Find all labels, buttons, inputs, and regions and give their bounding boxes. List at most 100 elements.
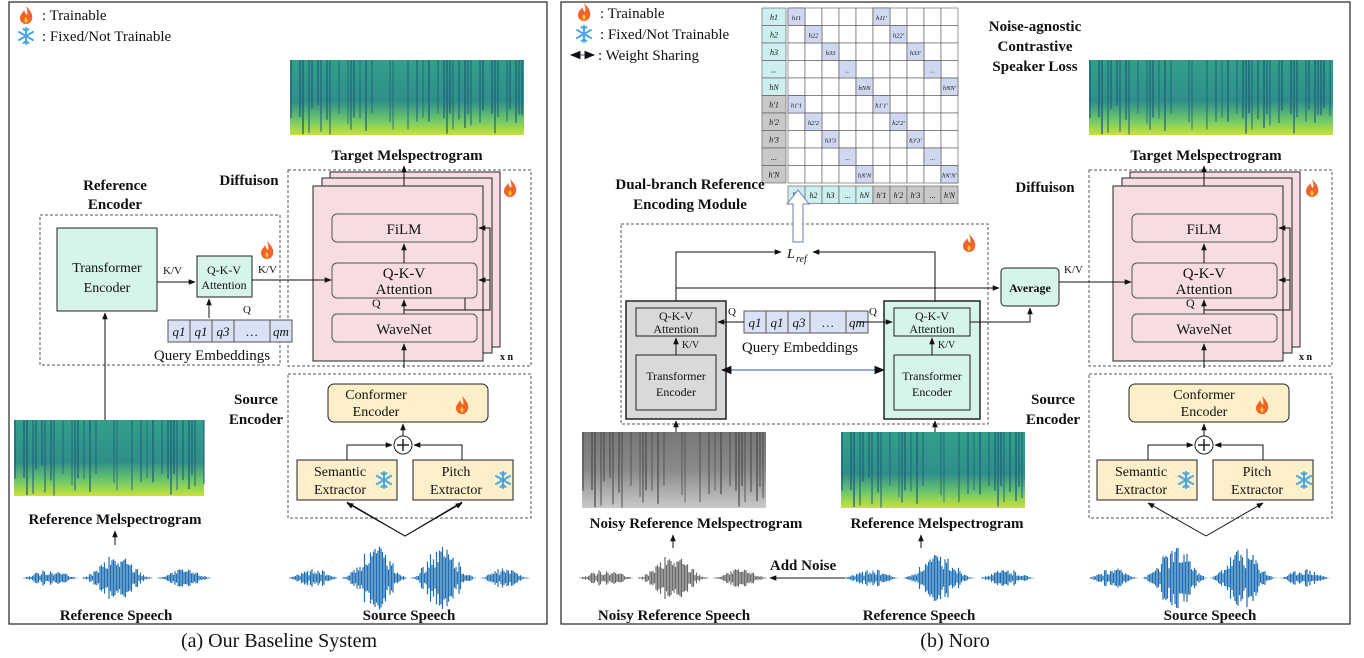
spectrogram-stripe xyxy=(1248,60,1250,114)
spectrogram-stripe xyxy=(859,432,861,506)
waveform-icon xyxy=(578,557,768,599)
reference-encoder-label-2: Encoder xyxy=(88,197,143,213)
dual-branch-label-1: Dual-branch Reference xyxy=(615,177,765,193)
qkv-gray-label-2: Attention xyxy=(653,322,698,336)
matrix-cell xyxy=(923,7,942,26)
spectrogram-stripe xyxy=(898,432,900,498)
matrix-cell xyxy=(855,7,874,26)
matrix-col-label: ... xyxy=(930,191,936,200)
matrix-highlight-cell xyxy=(872,7,891,26)
matrix-cell xyxy=(838,7,857,26)
qkv-attention-small-box xyxy=(196,255,253,298)
qkv-small-label-2: Attention xyxy=(201,278,246,292)
spectrogram-stripe xyxy=(443,60,445,119)
spectrogram-stripe xyxy=(1009,432,1011,493)
spectrogram-stripe xyxy=(904,432,906,491)
spectrogram-stripe xyxy=(437,60,439,114)
spectrogram-stripe xyxy=(841,432,843,491)
spectrogram-stripe xyxy=(365,60,367,131)
spectrogram-stripe xyxy=(83,420,85,480)
spectrogram-stripe xyxy=(684,432,686,503)
matrix-highlight-cell xyxy=(804,112,823,131)
matrix-col-label: h2 xyxy=(810,191,818,200)
spectrogram-stripe xyxy=(1107,60,1109,133)
spectrogram-stripe xyxy=(302,60,304,135)
matrix-cell xyxy=(838,95,857,114)
matrix-cell xyxy=(787,42,806,61)
matrix-cell xyxy=(787,165,806,184)
kv-label: K/V xyxy=(163,265,182,277)
spectrogram-stripe xyxy=(1320,60,1322,116)
spectrogram-stripe xyxy=(714,432,716,491)
spectrogram-stripe xyxy=(170,420,172,495)
reference-mel-label: Reference Melspectrogram xyxy=(28,512,202,528)
matrix-cell xyxy=(872,60,891,79)
spectrogram-stripe xyxy=(1293,60,1295,134)
fire-icon xyxy=(261,241,274,259)
source-encoder-label-1: Source xyxy=(1031,392,1075,408)
query-embeddings-label: Query Embeddings xyxy=(154,348,270,364)
spectrogram-stripe xyxy=(458,60,460,120)
spectrogram-stripe xyxy=(521,60,523,116)
spectrogram-stripe xyxy=(609,432,611,478)
matrix-cell xyxy=(940,7,959,26)
spectrogram-stripe xyxy=(1281,60,1283,111)
spectrogram-stripe xyxy=(1116,60,1118,106)
waveform-icon xyxy=(22,557,212,599)
conformer-label-2: Encoder xyxy=(1181,405,1228,420)
matrix-row-label: ... xyxy=(771,153,777,162)
spectrogram-stripe xyxy=(203,420,205,484)
matrix-cell xyxy=(906,165,925,184)
spectrogram-stripe xyxy=(467,60,469,115)
spectrogram-stripe xyxy=(182,420,184,481)
spectrogram-stripe xyxy=(1221,60,1223,118)
spectrogram-stripe xyxy=(407,60,409,130)
semantic-label-1: Semantic xyxy=(1115,465,1167,480)
spectrogram-stripe xyxy=(868,432,870,478)
spectrogram-stripe xyxy=(62,420,64,474)
matrix-cell xyxy=(821,77,840,96)
matrix-highlight-cell xyxy=(923,60,942,79)
source-encoder-label-1: Source xyxy=(234,392,278,408)
matrix-highlight-cell xyxy=(923,147,942,166)
reference-encoder-box xyxy=(39,214,281,366)
spectrogram-stripe xyxy=(89,420,91,492)
xn-label: x n xyxy=(500,352,514,363)
spectrogram-stripe xyxy=(50,420,52,481)
pitch-label-2: Extractor xyxy=(1231,483,1283,498)
spectrogram-stripe xyxy=(889,432,891,486)
spectrogram-stripe xyxy=(639,432,641,498)
matrix-cell xyxy=(804,165,823,184)
waveform-icon xyxy=(1088,547,1331,609)
semantic-label-1: Semantic xyxy=(314,465,366,480)
matrix-cell xyxy=(821,7,840,26)
spectrogram-stripe xyxy=(651,432,653,492)
matrix-cell-label: ... xyxy=(930,155,935,162)
spectrogram-stripe xyxy=(191,420,193,475)
query-token: q1 xyxy=(749,315,762,330)
matrix-highlight-cell xyxy=(821,130,840,149)
spectrogram-stripe xyxy=(708,432,710,495)
spectrogram-stripe xyxy=(77,420,79,479)
spectrogram-stripe xyxy=(850,432,852,490)
matrix-cell xyxy=(872,77,891,96)
spectrogram-stripe xyxy=(1290,60,1292,114)
matrix-highlight-cell xyxy=(872,95,891,114)
matrix-highlight-cell xyxy=(855,165,874,184)
film-box xyxy=(331,213,478,243)
spectrogram-stripe xyxy=(44,420,46,493)
matrix-cell xyxy=(906,77,925,96)
matrix-cell-label: h2'2 xyxy=(808,120,820,127)
spectrogram-stripe xyxy=(1125,60,1127,120)
query-token: … xyxy=(822,315,834,330)
matrix-cell xyxy=(821,165,840,184)
spectrogram-stripe xyxy=(320,60,322,132)
matrix-cell xyxy=(872,165,891,184)
spectrogram-stripe xyxy=(603,432,605,482)
matrix-cell xyxy=(872,130,891,149)
query-token: qm xyxy=(849,315,865,330)
matrix-cell xyxy=(804,147,823,166)
spectrogram-stripe xyxy=(744,432,746,503)
film-label: FiLM xyxy=(1186,222,1221,238)
spectrogram-stripe xyxy=(53,420,55,496)
